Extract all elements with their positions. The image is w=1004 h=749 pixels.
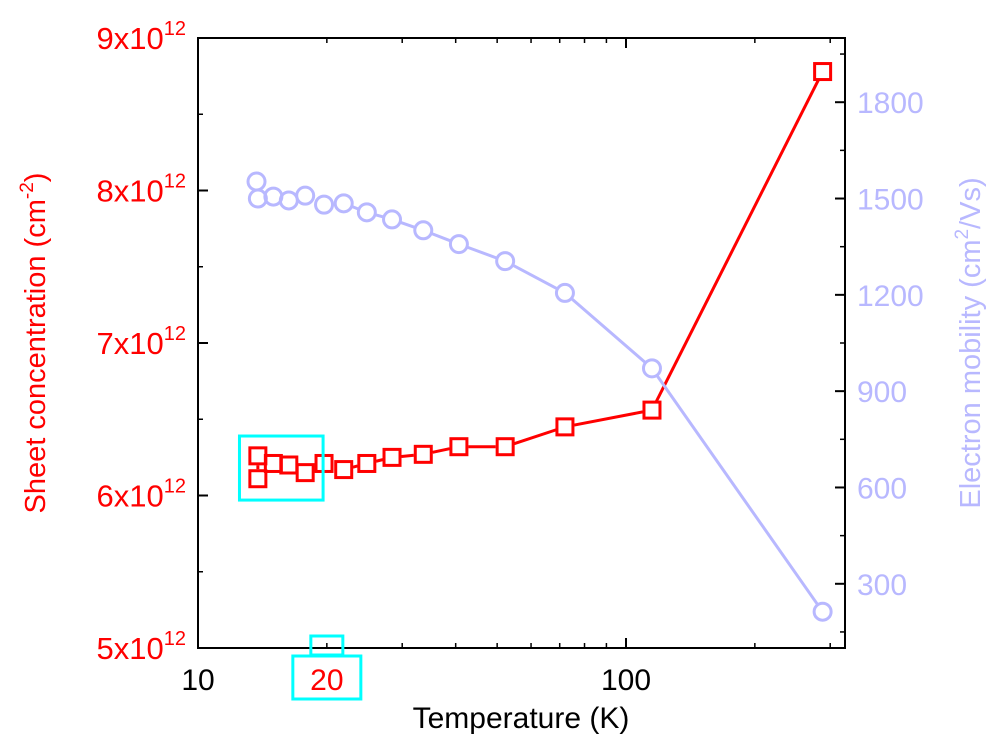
sheet-concentration-point — [413, 444, 433, 464]
electron-mobility-segment — [352, 205, 359, 211]
electron-mobility-point — [812, 601, 833, 622]
sheet-concentration-segment — [432, 447, 450, 454]
electron-mobility-segment — [467, 245, 497, 260]
right-tick-label: 600 — [857, 472, 907, 505]
sheet-concentration-markers — [248, 62, 833, 489]
sheet-concentration-point — [248, 446, 268, 466]
electron-mobility-point — [295, 185, 316, 206]
electron-mobility-point — [413, 220, 434, 241]
electron-mobility-point — [554, 282, 575, 303]
sheet-concentration-point — [248, 469, 268, 489]
x-tick-label: 10 — [181, 664, 214, 697]
axis-ticks: 10 100 20 5x1012 6x1012 7x1012 8x1012 9x1012 300… — [97, 18, 924, 697]
sheet-concentration-point — [449, 437, 469, 457]
electron-mobility-point — [382, 209, 403, 230]
sheet-concentration-point — [357, 453, 377, 473]
electron-mobility-point — [448, 234, 469, 255]
right-tick-label: 1200 — [857, 280, 924, 313]
plot-frame — [197, 37, 846, 649]
electron-mobility-point — [495, 251, 516, 272]
sheet-concentration-point — [495, 437, 515, 457]
sheet-concentration-point — [279, 455, 299, 475]
highlight-box-tick-label — [291, 654, 363, 701]
left-tick-label: 8x1012 — [97, 171, 186, 209]
electron-mobility-segment — [512, 264, 558, 290]
highlight-box-data — [237, 434, 325, 502]
electron-mobility-segment — [375, 213, 384, 219]
sheet-concentration-point — [813, 62, 833, 82]
left-tick-label: 5x1012 — [97, 628, 186, 666]
sheet-concentration-segment — [654, 79, 820, 403]
sheet-concentration-point — [555, 417, 575, 437]
sheet-concentration-segment — [375, 458, 384, 463]
sheet-concentration-segment — [513, 428, 557, 446]
electron-mobility-line — [352, 205, 819, 605]
highlight-annotations — [237, 434, 363, 701]
electron-mobility-point — [333, 193, 354, 214]
sheet-concentration-segment — [401, 453, 414, 458]
electron-mobility-point — [356, 202, 377, 223]
electron-mobility-point — [246, 171, 267, 192]
sheet-concentration-point — [382, 447, 402, 467]
right-tick-label: 300 — [857, 569, 907, 602]
right-tick-label: 900 — [857, 376, 907, 409]
left-tick-label: 6x1012 — [97, 476, 186, 514]
x-tick-label: 100 — [601, 664, 651, 697]
x-axis-label: Temperature (K) — [413, 702, 630, 735]
left-tick-label: 9x1012 — [97, 18, 186, 56]
x-tick-label-highlighted: 20 — [310, 664, 343, 697]
right-tick-label: 1800 — [857, 87, 924, 120]
electron-mobility-point — [278, 190, 299, 211]
electron-mobility-segment — [656, 375, 819, 605]
left-axis-label: Sheet concentration (cm-2) — [17, 173, 52, 514]
right-axis-label: Electron mobility (cm2/Vs) — [952, 177, 987, 508]
electron-mobility-segment — [431, 232, 451, 243]
electron-mobility-point — [314, 194, 335, 215]
sheet-concentration-point — [642, 400, 662, 420]
electron-mobility-segment — [400, 221, 415, 229]
sheet-concentration-segment — [352, 464, 359, 469]
right-tick-label: 1500 — [857, 184, 924, 217]
sheet-concentration-point — [334, 460, 354, 480]
sheet-concentration-segment — [573, 410, 643, 427]
left-tick-label: 7x1012 — [97, 323, 186, 361]
sheet-concentration-line — [256, 79, 820, 470]
electron-mobility-point — [641, 358, 662, 379]
electron-mobility-markers — [246, 171, 833, 622]
sheet-concentration-point — [263, 453, 283, 473]
sheet-concentration-point — [295, 463, 315, 483]
electron-mobility-segment — [571, 298, 646, 364]
